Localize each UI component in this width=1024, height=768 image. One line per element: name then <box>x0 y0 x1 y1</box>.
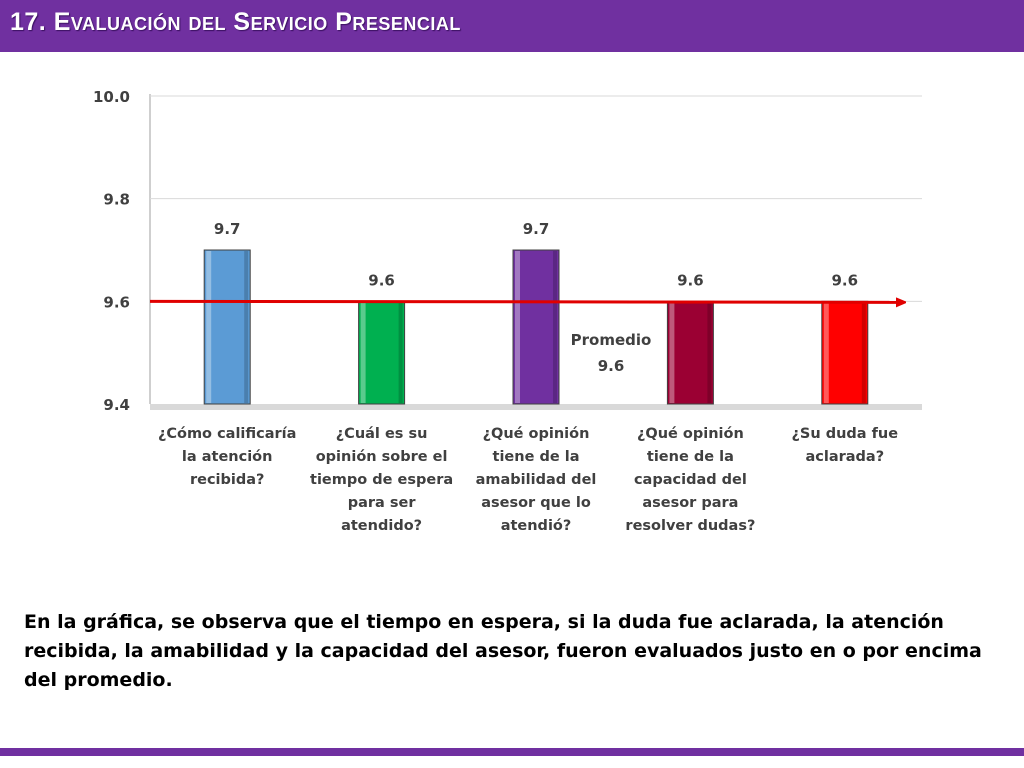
data-label: 9.6 <box>832 271 859 289</box>
bar-shade <box>861 302 866 403</box>
bar-body <box>666 300 714 405</box>
bar-body <box>203 249 251 405</box>
bar-shade <box>398 302 403 403</box>
bar-shade <box>553 251 557 403</box>
category-label: capacidad del <box>634 472 747 488</box>
title-bar: 17. Evaluación del Servicio Presencial <box>0 0 1024 52</box>
category-label: tiene de la <box>493 449 580 465</box>
y-tick-label: 10.0 <box>93 88 130 106</box>
bottom-bar <box>0 748 1024 756</box>
bar-body <box>821 300 869 405</box>
bar-highlight <box>823 302 829 403</box>
bar <box>358 300 406 405</box>
bar-shade <box>244 251 249 403</box>
bar-body <box>512 249 560 405</box>
bar <box>666 300 714 405</box>
bar-highlight <box>360 302 366 403</box>
category-label: ¿Su duda fue <box>791 426 898 442</box>
category-label: ¿Cuál es su <box>336 426 428 442</box>
bar-highlight <box>515 251 520 403</box>
category-label: recibida? <box>190 472 264 488</box>
category-label: atendido? <box>341 518 422 534</box>
category-label: resolver dudas? <box>625 518 755 534</box>
data-label: 9.6 <box>368 271 395 289</box>
category-label: ¿Qué opinión <box>483 426 590 442</box>
average-label: 9.6 <box>598 357 625 375</box>
evaluation-bar-chart: 10.0 9.8 9.6 9.4 9.7 ¿Cómo calificaría la ate… <box>93 88 922 534</box>
y-tick-label: 9.4 <box>103 396 130 414</box>
category-label: para ser <box>348 495 417 511</box>
category-label: ¿Cómo calificaría <box>158 426 297 442</box>
category-label: asesor para <box>642 495 738 511</box>
chart-caption: En la gráfica, se observa que el tiempo … <box>24 611 982 691</box>
category-label: amabilidad del <box>476 472 597 488</box>
category-label: opinión sobre el <box>316 449 448 465</box>
bar-highlight <box>669 302 675 403</box>
category-label: ¿Qué opinión <box>637 426 744 442</box>
y-tick-label: 9.8 <box>103 191 130 209</box>
data-label: 9.7 <box>523 220 550 238</box>
category-label: tiene de la <box>647 449 734 465</box>
category-label: asesor que lo <box>481 495 591 511</box>
category-label: aclarada? <box>805 449 884 465</box>
data-label: 9.6 <box>677 271 704 289</box>
bar-body <box>358 300 406 405</box>
average-label: Promedio <box>571 331 652 349</box>
slide-title: 17. Evaluación del Servicio Presencial <box>10 8 461 36</box>
data-label: 9.7 <box>214 220 241 238</box>
bar <box>203 249 251 405</box>
bar-highlight <box>206 251 212 403</box>
bar-shade <box>707 302 712 403</box>
y-tick-label: 9.6 <box>103 293 130 311</box>
bar <box>512 249 560 405</box>
average-line <box>149 301 902 302</box>
bar <box>821 300 869 405</box>
x-axis-base <box>150 404 922 410</box>
category-label: tiempo de espera <box>310 472 453 488</box>
category-label: atendió? <box>501 518 572 534</box>
category-label: la atención <box>182 449 273 465</box>
